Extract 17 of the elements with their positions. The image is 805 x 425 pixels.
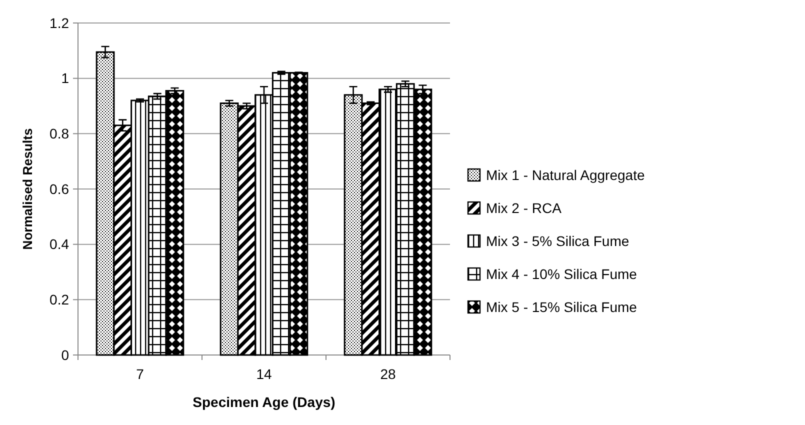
- y-tick-label: 0: [61, 346, 70, 363]
- y-tick-label: 1.2: [50, 14, 70, 31]
- x-tick-label: 28: [380, 366, 396, 382]
- x-tick-label: 14: [256, 366, 272, 382]
- y-tick-label: 0.6: [50, 180, 70, 197]
- y-tick-label: 0.8: [50, 126, 70, 142]
- legend-label: Mix 3 - 5% Silica Fume: [486, 232, 630, 249]
- legend-label: Mix 2 - RCA: [486, 200, 562, 216]
- y-tick-label: 1: [61, 70, 70, 86]
- x-axis-title: Specimen Age (Days): [192, 394, 336, 410]
- y-tick-label: 0.2: [50, 292, 70, 308]
- y-axis-title: Normalised Results: [20, 128, 35, 250]
- x-tick-label: 7: [136, 366, 144, 382]
- legend-label: Mix 5 - 15% Silica Fume: [486, 298, 638, 315]
- legend-label: Mix 1 - Natural Aggregate: [486, 166, 645, 183]
- legend-label: Mix 4 - 10% Silica Fume: [486, 266, 638, 282]
- y-tick-label: 0.4: [50, 236, 70, 252]
